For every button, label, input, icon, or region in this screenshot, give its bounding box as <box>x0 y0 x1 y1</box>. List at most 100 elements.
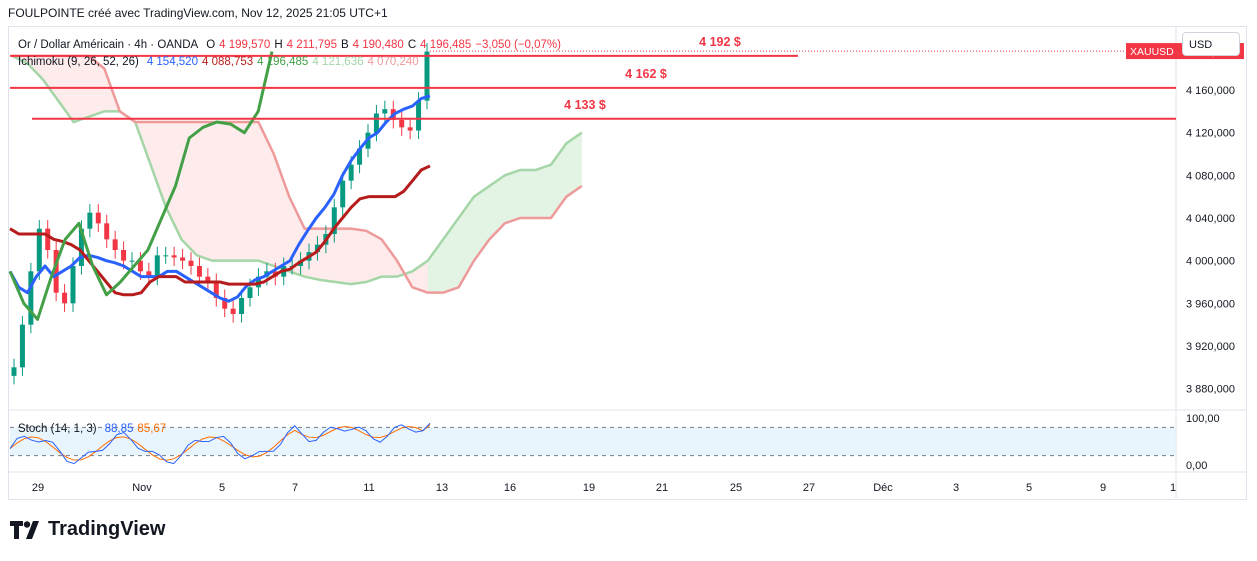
time-tick: 19 <box>583 482 595 494</box>
candle-body <box>163 255 169 257</box>
time-axis: 29 Nov 5 7 11 13 16 19 21 25 27 Déc 3 5 9 1 <box>32 482 1176 494</box>
candle-body <box>154 255 160 277</box>
candle-body <box>171 255 177 258</box>
open-value: 4 199,570 <box>219 38 271 51</box>
candle-body <box>112 239 118 250</box>
candle-body <box>424 51 430 101</box>
candle-body <box>331 207 337 234</box>
legend-ichimoku-row: Ichimoku (9, 26, 52, 26) 4 154,520 4 088… <box>18 53 561 70</box>
time-tick: 25 <box>730 482 742 494</box>
time-tick: 1 <box>1170 482 1176 494</box>
level-label: 4 133 $ <box>564 98 606 112</box>
line-tenkan <box>8 94 431 303</box>
candle-body <box>340 180 346 208</box>
candle-body <box>129 260 135 262</box>
candle-body <box>70 266 76 304</box>
currency-button[interactable]: USD <box>1182 32 1240 56</box>
ichimoku-label[interactable]: Ichimoku (9, 26, 52, 26) <box>18 55 139 68</box>
time-tick: 5 <box>219 482 225 494</box>
indicator-lines <box>8 51 431 321</box>
stoch-legend-row: Stoch (14, 1, 3) 88,85 85,67 <box>18 420 166 437</box>
senkou-span-a-line <box>11 54 583 286</box>
candle-body <box>45 228 51 250</box>
senkou-span-b-line <box>12 54 583 294</box>
high-value: 4 211,795 <box>286 38 337 51</box>
tradingview-logo-icon <box>10 520 39 539</box>
stoch-tick: 0,00 <box>1186 460 1207 472</box>
candle-body <box>95 212 101 224</box>
candle-body <box>137 260 143 272</box>
candle-body <box>357 148 363 165</box>
candle-body <box>78 228 84 266</box>
price-axis: 4 160,000 4 120,000 4 080,000 4 040,000 4 00… <box>1186 85 1235 396</box>
symbol-tag: XAUUSD <box>1130 46 1174 58</box>
chart-frame[interactable] <box>8 26 1247 500</box>
chart-header: FOULPOINTE créé avec TradingView.com, No… <box>8 6 388 20</box>
time-tick: 3 <box>953 482 959 494</box>
candle-body <box>247 287 253 298</box>
candle-body <box>373 113 379 133</box>
candle-body <box>407 127 413 131</box>
candle-body <box>62 292 68 304</box>
candle-body <box>416 100 422 131</box>
price-tick: 3 960,000 <box>1186 298 1235 310</box>
line-chikou <box>8 51 274 321</box>
candle-body <box>348 164 354 181</box>
stoch-pane: 100,00 0,00 <box>9 413 1220 472</box>
candle-body <box>180 257 186 261</box>
ichimoku-spanb-value: 4 070,240 <box>367 55 419 68</box>
candle-body <box>121 250 127 261</box>
low-value: 4 190,480 <box>352 38 404 51</box>
stoch-legend: Stoch (14, 1, 3) 88,85 85,67 <box>18 420 166 437</box>
price-tick: 4 120,000 <box>1186 128 1235 140</box>
symbol-name[interactable]: Or / Dollar Américain · 4h · OANDA <box>18 38 199 51</box>
time-tick: 21 <box>656 482 668 494</box>
stoch-tick: 100,00 <box>1186 413 1220 425</box>
price-tick: 4 080,000 <box>1186 170 1235 182</box>
time-tick: 29 <box>32 482 44 494</box>
candle-body <box>230 308 236 314</box>
candle-body <box>104 223 110 240</box>
symbol-tag-bg <box>1126 43 1178 60</box>
time-tick: Nov <box>132 482 152 494</box>
candle-body <box>399 119 405 128</box>
candle-body <box>28 271 34 325</box>
close-value: 4 196,485 <box>420 38 472 51</box>
ichimoku-kijun-value: 4 088,753 <box>201 55 254 68</box>
tradingview-logo[interactable]: TradingView <box>10 518 165 541</box>
candle-body <box>222 298 228 309</box>
price-tick: 4 000,000 <box>1186 256 1235 268</box>
time-tick: 27 <box>803 482 815 494</box>
price-tick: 3 920,000 <box>1186 341 1235 353</box>
stoch-k-value: 88,85 <box>104 422 134 435</box>
time-tick: 13 <box>436 482 448 494</box>
cloud-fill-green <box>427 132 582 293</box>
candle-body <box>205 276 211 282</box>
high-label: H <box>274 38 283 51</box>
candle-body <box>19 324 25 368</box>
close-label: C <box>407 38 417 51</box>
level-label: 4 162 $ <box>625 67 667 81</box>
stoch-label[interactable]: Stoch (14, 1, 3) <box>18 422 97 435</box>
candle-body <box>382 109 388 114</box>
candle-body <box>87 212 93 229</box>
time-tick: Déc <box>873 482 893 494</box>
candle-body <box>53 250 59 293</box>
candle-body <box>213 282 219 298</box>
candle-body <box>11 367 17 376</box>
level-label: 4 192 $ <box>699 35 741 49</box>
candle-body <box>239 298 245 314</box>
time-tick: 16 <box>504 482 516 494</box>
stoch-k-line <box>9 422 431 465</box>
price-tick: 4 160,000 <box>1186 85 1235 97</box>
open-label: O <box>206 38 216 51</box>
line-kijun <box>9 164 431 297</box>
ichimoku-tenkan-value: 4 154,520 <box>146 55 198 68</box>
price-tick: 4 040,000 <box>1186 213 1235 225</box>
price-tick: 3 880,000 <box>1186 384 1235 396</box>
time-tick: 9 <box>1100 482 1106 494</box>
ichimoku-chikou-value: 4 196,485 <box>257 55 309 68</box>
